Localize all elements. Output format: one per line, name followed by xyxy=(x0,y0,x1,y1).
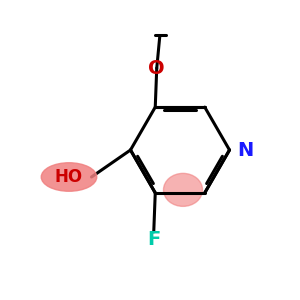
Ellipse shape xyxy=(41,163,97,191)
Text: HO: HO xyxy=(55,168,83,186)
Text: N: N xyxy=(237,140,253,160)
Ellipse shape xyxy=(164,173,202,206)
Text: F: F xyxy=(147,230,160,249)
Text: O: O xyxy=(148,58,165,78)
